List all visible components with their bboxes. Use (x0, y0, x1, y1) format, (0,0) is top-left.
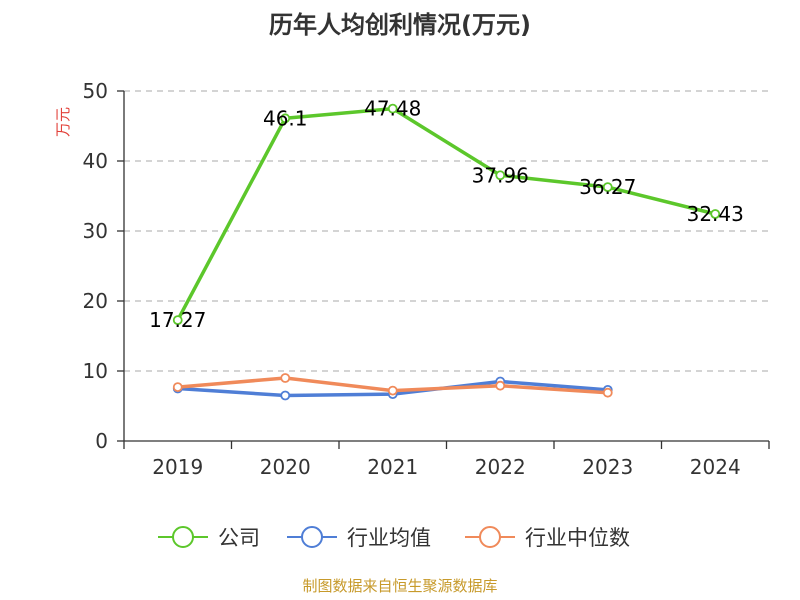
data-label: 32.43 (687, 202, 744, 226)
x-tick-label-2019: 2019 (152, 455, 203, 479)
legend-marker (479, 526, 501, 548)
series-line-0 (176, 106, 717, 322)
x-tick-label-2021: 2021 (367, 455, 418, 479)
y-tick-label: 40 (83, 149, 108, 173)
data-point (387, 385, 398, 396)
legend-item-0[interactable]: 公司 (158, 526, 260, 550)
data-label: 46.1 (263, 106, 308, 130)
legend-label: 行业均值 (347, 526, 431, 550)
data-labels: 17.27 46.1 47.48 37.96 36.27 32.43 (149, 97, 744, 332)
y-tick-label: 50 (83, 79, 108, 103)
data-label: 47.48 (364, 97, 421, 121)
data-label: 36.27 (579, 175, 636, 199)
series-0 (172, 103, 721, 326)
y-tick-label: 0 (95, 429, 108, 453)
legend: 公司 行业均值 行业中位数 (158, 526, 630, 550)
data-label: 37.96 (472, 163, 529, 187)
data-point (495, 170, 506, 181)
data-label: 17.27 (149, 308, 206, 332)
chart-title: 历年人均创利情况(万元) (269, 11, 531, 39)
legend-label: 公司 (218, 526, 260, 550)
data-point (602, 387, 613, 398)
series-2 (172, 373, 613, 398)
series (172, 103, 721, 401)
data-point (387, 103, 398, 114)
data-point (172, 382, 183, 393)
data-point (710, 209, 721, 219)
legend-label: 行业中位数 (525, 526, 630, 550)
data-point (280, 390, 291, 401)
legend-marker (301, 526, 323, 548)
source-note: 制图数据来自恒生聚源数据库 (302, 577, 497, 595)
data-point (280, 373, 291, 383)
x-tick-label-2022: 2022 (475, 455, 526, 479)
axes: 0 10 20 30 40 50 2019 2020 2021 2022 2023 2024 (83, 79, 770, 479)
data-point (602, 182, 613, 193)
x-tick-label-2024: 2024 (690, 455, 741, 479)
legend-item-1[interactable]: 行业均值 (287, 526, 431, 550)
x-tick-label-2020: 2020 (260, 455, 311, 479)
y-axis-label: 万元 (54, 107, 72, 137)
x-tick-label-2023: 2023 (582, 455, 633, 479)
grid (124, 90, 769, 372)
y-tick-label: 30 (83, 219, 108, 243)
data-point (280, 113, 291, 124)
legend-item-2[interactable]: 行业中位数 (465, 526, 630, 550)
y-tick-label: 10 (83, 359, 108, 383)
data-point (172, 315, 183, 326)
legend-marker (172, 526, 194, 548)
y-tick-label: 20 (83, 289, 108, 313)
data-point (495, 380, 506, 391)
